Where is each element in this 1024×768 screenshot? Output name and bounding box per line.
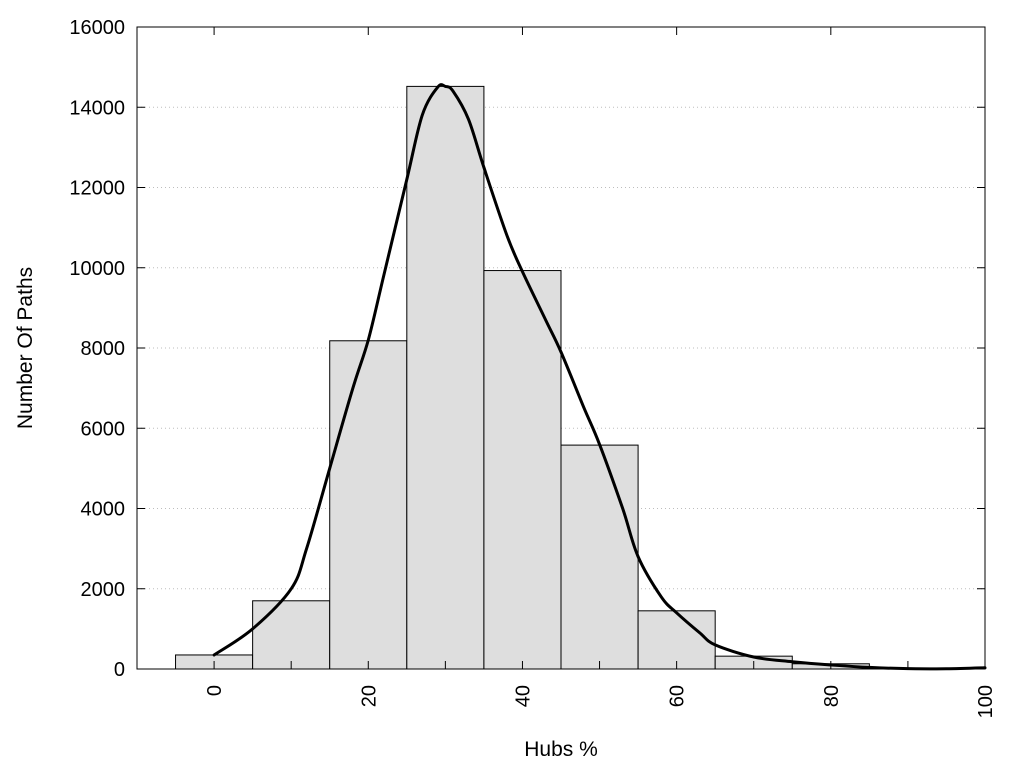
bar-series <box>175 85 870 670</box>
y-axis-title: Number Of Paths <box>14 267 37 429</box>
density-curve <box>212 83 987 671</box>
density-curve-layer <box>212 83 987 671</box>
histogram-bar <box>560 444 639 670</box>
x-tick-label: 20 <box>358 685 380 707</box>
histogram-bar <box>252 600 331 670</box>
y-tick-label: 2000 <box>81 579 126 601</box>
y-tick-label: 12000 <box>69 178 125 200</box>
y-tick-label: 16000 <box>69 17 125 39</box>
y-axis-ticks: 0 2000 4000 6000 8000 10000 12000 14000 16000 <box>69 17 985 681</box>
histogram-bar <box>406 85 485 670</box>
x-tick-label: 60 <box>667 685 689 707</box>
x-axis-ticks: 0 20 40 60 80 100 <box>204 27 997 718</box>
histogram-bar <box>483 270 562 670</box>
x-tick-label: 100 <box>975 685 997 718</box>
y-tick-label: 14000 <box>69 97 125 119</box>
x-axis-title: Hubs % <box>524 738 598 761</box>
x-tick-label: 40 <box>512 685 534 707</box>
y-tick-label: 4000 <box>81 499 126 521</box>
x-tick-label: 80 <box>821 685 843 707</box>
y-tick-label: 8000 <box>81 338 126 360</box>
histogram-bar <box>637 610 716 670</box>
y-tick-label: 6000 <box>81 418 126 440</box>
x-tick-label: 0 <box>204 685 226 696</box>
y-tick-label: 0 <box>114 659 125 681</box>
histogram-bar <box>329 340 408 670</box>
y-tick-label: 10000 <box>69 258 125 280</box>
